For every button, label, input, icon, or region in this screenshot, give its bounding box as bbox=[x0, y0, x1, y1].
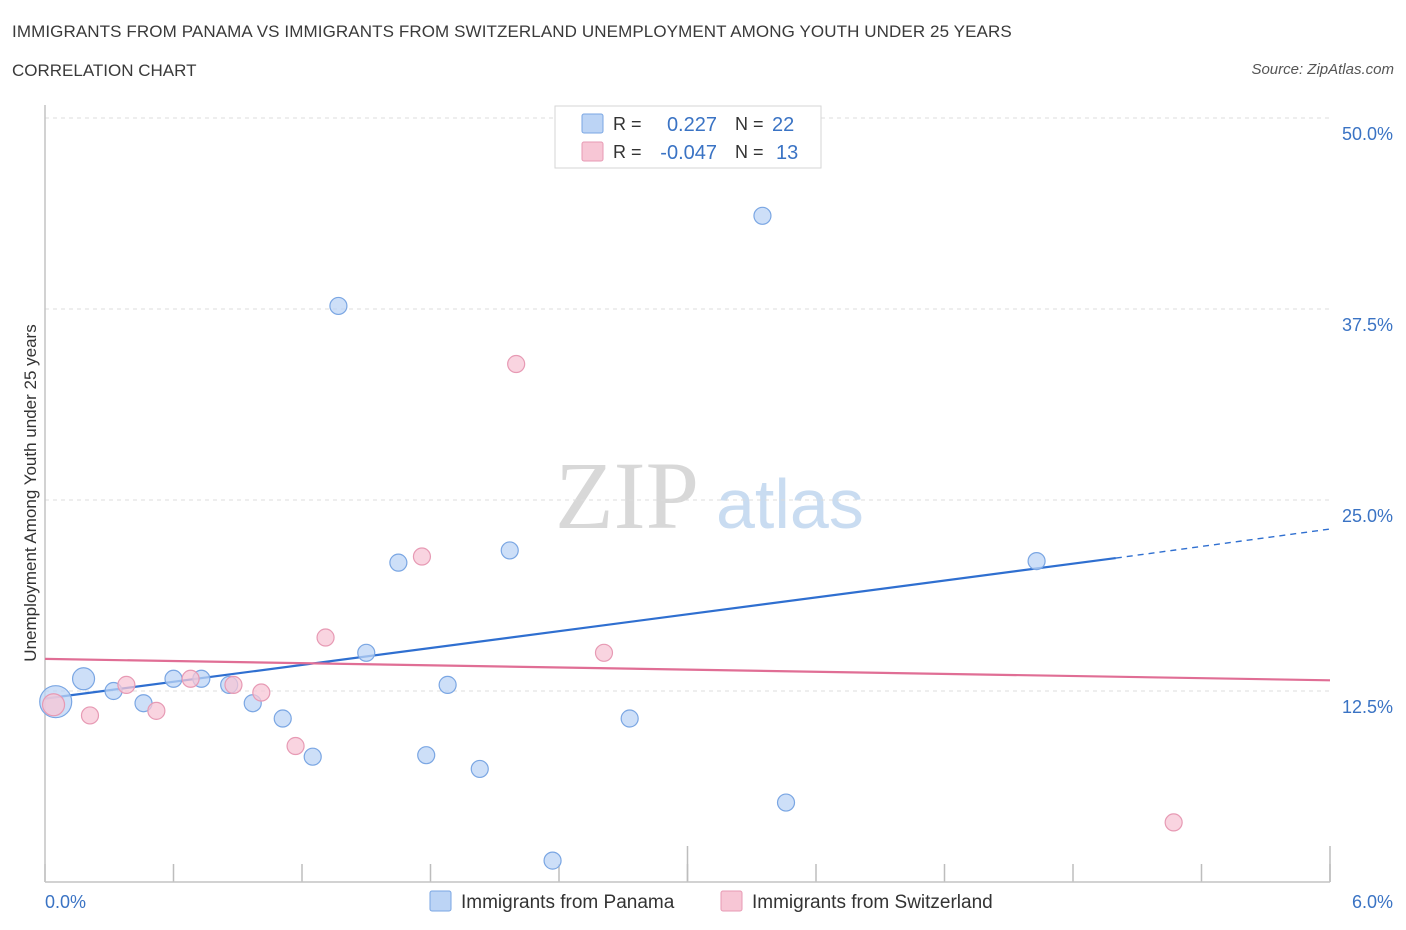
gridlines bbox=[45, 117, 1330, 692]
point-switzerland bbox=[117, 675, 136, 694]
point-switzerland bbox=[412, 547, 432, 566]
point-switzerland bbox=[316, 628, 335, 647]
point-panama bbox=[543, 851, 562, 870]
legend-bottom-label-panama: Immigrants from Panama bbox=[461, 892, 675, 913]
series-legend: Immigrants from Panama Immigrants from S… bbox=[429, 890, 993, 913]
point-panama bbox=[438, 675, 457, 694]
point-switzerland bbox=[41, 693, 66, 717]
legend-bottom-label-switzerland: Immigrants from Switzerland bbox=[752, 892, 993, 913]
point-switzerland bbox=[252, 683, 271, 702]
watermark-atlas: atlas bbox=[716, 465, 864, 543]
point-switzerland bbox=[181, 669, 200, 688]
point-panama bbox=[71, 667, 96, 691]
legend-bottom-swatch-panama bbox=[429, 890, 452, 912]
trend-line-switzerland bbox=[44, 657, 1331, 682]
point-switzerland bbox=[147, 701, 166, 720]
point-panama bbox=[500, 541, 519, 560]
legend-r-value-switzerland: -0.047 bbox=[660, 142, 717, 164]
point-panama bbox=[1027, 552, 1046, 571]
x-tick-label: 0.0% bbox=[45, 892, 86, 912]
trend-lines bbox=[44, 528, 1331, 700]
legend-n-value-switzerland: 13 bbox=[776, 142, 798, 164]
chart-subtitle: CORRELATION CHART bbox=[12, 61, 197, 80]
chart-title: IMMIGRANTS FROM PANAMA VS IMMIGRANTS FRO… bbox=[12, 22, 1012, 41]
correlation-legend: R = 0.227 N = 22 R = -0.047 N = 13 bbox=[554, 105, 822, 169]
trend-line-panama bbox=[44, 556, 1116, 700]
point-panama bbox=[303, 747, 322, 766]
trend-line-panama-extension bbox=[1115, 528, 1331, 559]
y-tick-label: 12.5% bbox=[1342, 697, 1393, 717]
data-points bbox=[39, 206, 1183, 870]
legend-n-label-panama: N = bbox=[735, 114, 764, 134]
legend-swatch-panama bbox=[581, 113, 604, 134]
point-switzerland bbox=[224, 675, 243, 694]
point-switzerland bbox=[80, 706, 100, 725]
point-panama bbox=[753, 206, 772, 225]
source-label: Source: ZipAtlas.com bbox=[1251, 61, 1394, 78]
legend-swatch-switzerland bbox=[581, 141, 604, 162]
legend-n-value-panama: 22 bbox=[772, 114, 794, 136]
watermark-zip: ZIP bbox=[555, 442, 699, 549]
point-panama bbox=[620, 709, 639, 728]
point-panama bbox=[776, 793, 796, 812]
legend-r-label-panama: R = bbox=[613, 114, 642, 134]
point-panama bbox=[164, 669, 183, 688]
point-switzerland bbox=[1164, 813, 1183, 832]
y-tick-label: 25.0% bbox=[1342, 506, 1393, 526]
legend-r-label-switzerland: R = bbox=[613, 142, 642, 162]
point-switzerland bbox=[594, 643, 614, 662]
y-axis-title: Unemployment Among Youth under 25 years bbox=[21, 324, 40, 661]
legend-r-value-panama: 0.227 bbox=[667, 114, 717, 136]
axes: 12.5% 25.0% 37.5% 50.0% 0.0% 6.0% bbox=[44, 105, 1393, 912]
point-panama bbox=[389, 553, 408, 572]
legend-bottom-swatch-switzerland bbox=[720, 890, 743, 912]
point-panama bbox=[470, 759, 489, 779]
point-panama bbox=[329, 296, 348, 316]
point-panama bbox=[357, 643, 376, 662]
point-panama bbox=[417, 746, 436, 765]
x-tick-label: 6.0% bbox=[1352, 892, 1393, 912]
y-tick-label: 50.0% bbox=[1342, 124, 1393, 144]
y-tick-label: 37.5% bbox=[1342, 315, 1393, 335]
legend-n-label-switzerland: N = bbox=[735, 142, 764, 162]
point-panama bbox=[273, 709, 292, 728]
point-switzerland bbox=[286, 736, 305, 756]
point-switzerland bbox=[507, 354, 526, 374]
